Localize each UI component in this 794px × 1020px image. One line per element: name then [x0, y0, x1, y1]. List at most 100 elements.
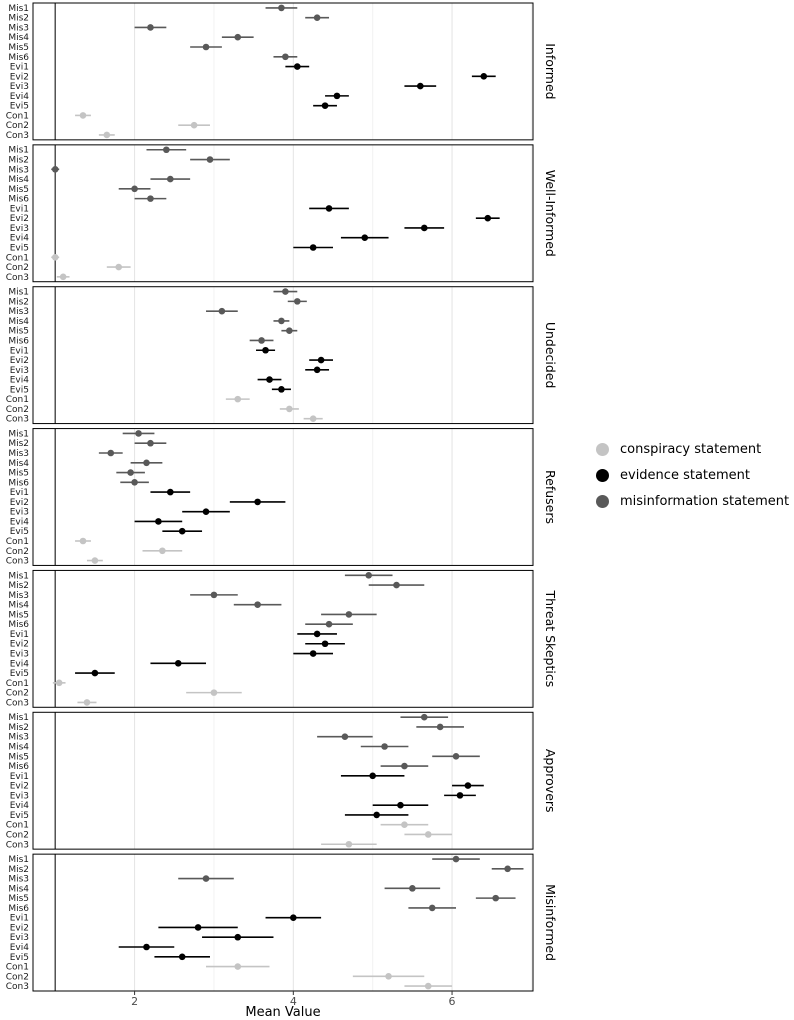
row-label: Con3 — [6, 698, 29, 708]
row-label: Mis5 — [8, 752, 29, 762]
row-label: Con2 — [6, 405, 29, 415]
data-point — [464, 782, 472, 789]
row-label: Con2 — [6, 547, 29, 557]
data-point — [345, 840, 353, 848]
row-label: Mis5 — [8, 327, 29, 337]
row-label: Evi2 — [10, 498, 29, 508]
row-label: Evi3 — [10, 82, 29, 92]
row-label: Con2 — [6, 972, 29, 982]
data-point — [135, 430, 142, 437]
legend-swatch-conspiracy-icon — [596, 443, 609, 456]
row-label: Con2 — [6, 689, 29, 699]
panel-border — [32, 144, 534, 283]
row-label: Evi3 — [10, 650, 29, 660]
data-point — [409, 885, 416, 892]
row-label: Evi4 — [10, 659, 30, 669]
row-label: Evi3 — [10, 933, 29, 943]
data-point — [190, 121, 198, 129]
row-label: Evi1 — [10, 630, 29, 640]
row-label: Evi4 — [10, 517, 30, 527]
data-point — [381, 743, 388, 750]
row-label: Evi1 — [10, 63, 29, 73]
data-point — [254, 498, 261, 506]
row-label: Mis2 — [8, 439, 29, 449]
data-point — [397, 801, 404, 809]
data-point — [55, 679, 63, 687]
row-label: Mis3 — [8, 165, 29, 175]
data-point — [278, 317, 285, 325]
row-label: Mis6 — [8, 904, 29, 914]
row-label: Evi1 — [10, 204, 29, 214]
data-point — [234, 395, 242, 403]
data-point — [424, 982, 432, 990]
data-point — [210, 689, 218, 696]
row-label: Mis5 — [8, 610, 29, 620]
data-point — [333, 92, 341, 100]
legend-entry-evidence: evidence statement — [596, 468, 789, 483]
panel-border — [32, 286, 534, 425]
facet-strip-label: Threat Skeptics — [543, 589, 558, 687]
row-label: Con1 — [6, 679, 29, 689]
data-point — [174, 659, 182, 667]
row-label: Mis2 — [8, 865, 29, 875]
panel-background — [33, 144, 533, 282]
data-point — [91, 557, 99, 564]
panel-border — [32, 569, 534, 708]
data-point — [286, 327, 293, 335]
row-label: Con1 — [6, 395, 29, 405]
row-label: Evi5 — [10, 527, 29, 537]
data-point — [313, 14, 321, 21]
data-point — [309, 415, 317, 422]
row-label: Mis1 — [8, 855, 29, 865]
facet-strip-label: Misinformed — [543, 884, 558, 961]
row-label: Mis4 — [8, 459, 29, 469]
row-label: Mis3 — [8, 23, 29, 33]
row-label: Mis6 — [8, 762, 29, 772]
legend-label-conspiracy: conspiracy statement — [620, 442, 762, 457]
data-point — [210, 591, 218, 599]
data-point — [282, 53, 289, 61]
row-label: Evi1 — [10, 488, 29, 498]
row-label: Con3 — [6, 982, 29, 992]
row-label: Evi5 — [10, 953, 29, 963]
data-point — [456, 792, 464, 799]
data-point — [147, 195, 154, 202]
panel-background — [33, 570, 533, 708]
panel-background — [33, 286, 533, 424]
data-point — [293, 63, 301, 70]
data-point — [420, 713, 428, 721]
data-point — [127, 469, 134, 476]
row-label: Mis6 — [8, 620, 29, 630]
row-label: Mis2 — [8, 156, 29, 166]
data-point — [107, 449, 115, 457]
row-label: Mis2 — [8, 14, 29, 24]
row-label: Evi4 — [10, 801, 30, 811]
row-label: Mis5 — [8, 43, 29, 53]
row-label: Con2 — [6, 121, 29, 131]
axis-tick-label: 2 — [131, 995, 138, 1008]
row-label: Mis3 — [8, 449, 29, 459]
data-point — [159, 547, 166, 555]
panel-border — [32, 428, 534, 566]
data-point — [286, 405, 293, 413]
data-point — [147, 439, 154, 447]
row-label: Evi2 — [10, 72, 29, 82]
facet-panel-misinformed: Mis1Mis2Mis3Mis4Mis5Mis6Evi1Evi2Evi3Evi4… — [6, 853, 558, 992]
data-point — [504, 865, 511, 873]
facet-strip-label: Approvers — [543, 749, 558, 813]
row-label: Evi4 — [10, 92, 30, 102]
row-label: Mis5 — [8, 894, 29, 904]
panel-background — [33, 3, 533, 140]
row-label: Con2 — [6, 830, 29, 840]
data-point — [401, 762, 408, 770]
data-point — [202, 43, 210, 51]
data-point — [278, 386, 285, 393]
data-point — [262, 346, 269, 354]
data-point — [167, 488, 174, 496]
row-label: Con1 — [6, 963, 29, 973]
row-label: Mis1 — [8, 146, 29, 156]
row-label: Evi5 — [10, 669, 29, 679]
row-label: Mis2 — [8, 581, 29, 591]
facet-panel-threat-skeptics: Mis1Mis2Mis3Mis4Mis5Mis6Evi1Evi2Evi3Evi4… — [6, 569, 558, 708]
